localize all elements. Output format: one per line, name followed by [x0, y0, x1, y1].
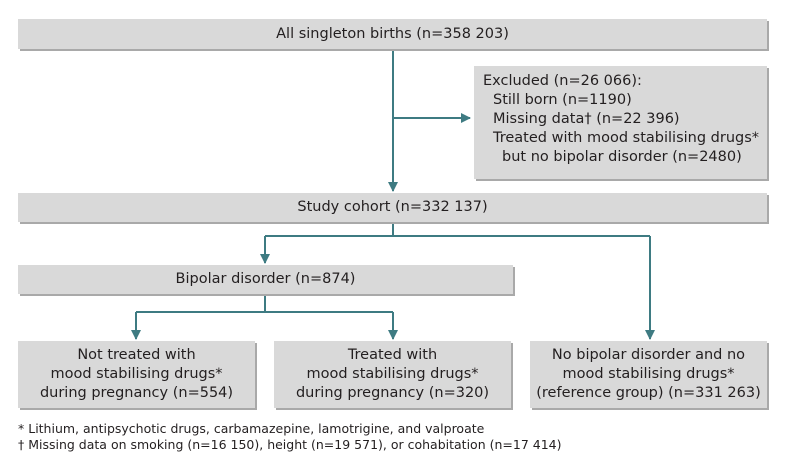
not-treated-box: Not treated with mood stabilising drugs*…	[18, 341, 255, 408]
excluded-title: Excluded (n=26 066):	[483, 73, 642, 89]
excluded-still-born: Still born (n=1190)	[493, 92, 632, 108]
all-births-box: All singleton births (n=358 203)	[18, 19, 767, 49]
not-treated-line1: Not treated with	[77, 347, 196, 363]
footnote-missing-data: † Missing data on smoking (n=16 150), he…	[18, 437, 562, 452]
reference-line3: (reference group) (n=331 263)	[536, 385, 761, 401]
treated-box: Treated with mood stabilising drugs* dur…	[274, 341, 511, 408]
treated-line3: during pregnancy (n=320)	[295, 385, 490, 401]
excluded-treated-line2: but no bipolar disorder (n=2480)	[502, 149, 742, 165]
excluded-missing-data: Missing data† (n=22 396)	[493, 111, 680, 127]
footnote-drugs: * Lithium, antipsychotic drugs, carbamaz…	[18, 421, 485, 436]
bipolar-disorder-box: Bipolar disorder (n=874)	[18, 265, 513, 294]
reference-line2: mood stabilising drugs*	[562, 366, 735, 382]
not-treated-line3: during pregnancy (n=554)	[39, 385, 234, 401]
treated-line2: mood stabilising drugs*	[306, 366, 479, 382]
bipolar-disorder-label: Bipolar disorder (n=874)	[175, 271, 356, 287]
all-births-label: All singleton births (n=358 203)	[276, 25, 509, 42]
treated-line1: Treated with	[347, 347, 438, 363]
reference-line1: No bipolar disorder and no	[551, 347, 746, 363]
excluded-treated-line1: Treated with mood stabilising drugs*	[493, 130, 760, 146]
excluded-box: Excluded (n=26 066): Still born (n=1190)…	[474, 66, 767, 179]
not-treated-line2: mood stabilising drugs*	[50, 366, 223, 382]
reference-group-box: No bipolar disorder and no mood stabilis…	[530, 341, 767, 408]
study-cohort-box: Study cohort (n=332 137)	[18, 193, 767, 222]
study-cohort-label: Study cohort (n=332 137)	[297, 199, 488, 215]
